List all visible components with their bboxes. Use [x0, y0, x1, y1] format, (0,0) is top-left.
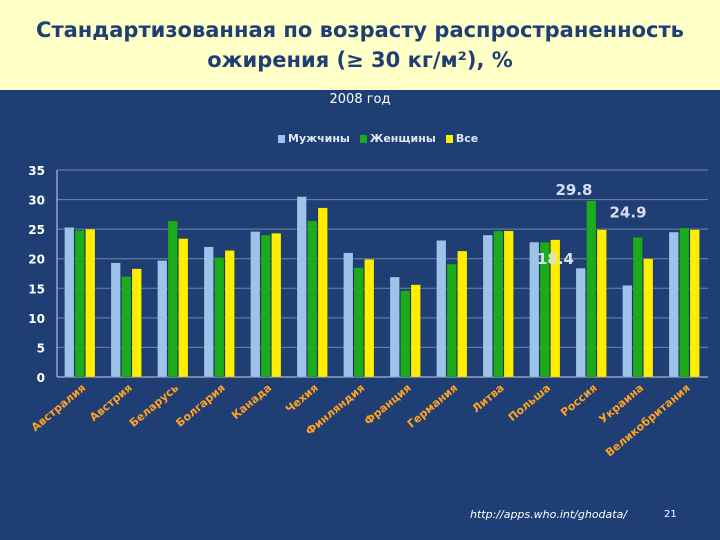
- annotation-women-russia: 29.8: [555, 181, 592, 199]
- x-tick-label: Канада: [229, 381, 274, 422]
- bar-all: [271, 233, 282, 378]
- bar-all: [85, 228, 96, 378]
- bar-women: [214, 257, 225, 378]
- legend-item-all: Все: [445, 132, 479, 145]
- title-banner: Стандартизованная по возрасту распростра…: [0, 0, 720, 90]
- legend-label-men: Мужчины: [288, 132, 350, 145]
- bar-all: [317, 207, 328, 378]
- x-tick-label: Австрия: [87, 381, 134, 424]
- source-link[interactable]: http://apps.who.int/ghodata/: [470, 508, 628, 521]
- bar-all: [689, 229, 700, 378]
- bar-all: [550, 239, 561, 378]
- bar-all: [224, 250, 235, 378]
- bar-all: [410, 284, 421, 378]
- y-tick-label: 5: [37, 341, 45, 355]
- y-tick-label: 0: [37, 371, 45, 385]
- bar-men: [668, 231, 679, 378]
- legend-item-men: Мужчины: [278, 132, 350, 145]
- bar-women: [400, 290, 411, 378]
- bar-men: [436, 240, 447, 378]
- y-tick-label: 35: [28, 164, 45, 178]
- x-tick-label: Беларусь: [127, 381, 181, 429]
- x-tick-label: Австралия: [29, 381, 88, 434]
- bar-men: [529, 241, 540, 378]
- y-tick-label: 30: [28, 194, 45, 208]
- bar-women: [307, 220, 318, 378]
- y-tick-label: 25: [28, 223, 45, 237]
- bar-women: [353, 267, 364, 378]
- x-tick-label: Германия: [405, 381, 460, 430]
- x-tick-label: Литва: [470, 381, 507, 415]
- bar-women: [539, 241, 550, 378]
- legend-swatch-women: [359, 134, 367, 143]
- y-tick-label: 10: [28, 312, 45, 326]
- chart-legend: Мужчины Женщины Все: [278, 132, 478, 145]
- legend-item-women: Женщины: [359, 132, 436, 145]
- bar-women: [260, 234, 271, 378]
- legend-swatch-men: [278, 134, 285, 143]
- bar-men: [575, 267, 586, 378]
- y-tick-label: 20: [28, 253, 45, 267]
- annotation-all-russia: 24.9: [610, 204, 647, 222]
- bar-women: [167, 220, 178, 378]
- x-tick-label: Великобритания: [603, 381, 693, 459]
- bar-all: [643, 258, 654, 378]
- legend-label-women: Женщины: [369, 132, 436, 145]
- chart-subtitle: 2008 год: [329, 92, 391, 107]
- bar-men: [296, 196, 307, 378]
- legend-label-all: Все: [455, 132, 479, 145]
- bar-women: [446, 263, 457, 378]
- x-tick-label: Россия: [558, 381, 600, 419]
- bar-all: [457, 250, 468, 378]
- legend-swatch-all: [445, 134, 453, 143]
- bar-all: [364, 259, 375, 378]
- bar-all: [596, 229, 607, 378]
- bar-women: [74, 230, 85, 378]
- bar-all: [503, 230, 514, 378]
- bar-men: [389, 276, 400, 378]
- bar-men: [64, 227, 75, 378]
- bar-women: [493, 230, 504, 378]
- bar-men: [482, 234, 493, 378]
- bar-all: [131, 268, 142, 378]
- x-tick-label: Чехия: [283, 381, 321, 416]
- bar-women: [121, 276, 132, 378]
- page-title-line-2: ожирения (≥ 30 кг/м²), %: [207, 48, 513, 72]
- x-tick-label: Польша: [506, 381, 553, 424]
- bar-women: [632, 237, 643, 378]
- bar-men: [110, 262, 121, 378]
- bar-all: [178, 238, 189, 378]
- slide-number: 21: [664, 509, 677, 520]
- bar-men: [203, 246, 214, 378]
- page-title-line-1: Стандартизованная по возрасту распростра…: [36, 18, 684, 42]
- bar-women: [586, 200, 597, 378]
- annotation-men-russia: 18.4: [537, 250, 574, 268]
- bar-women: [679, 227, 690, 378]
- bar-men: [622, 285, 633, 378]
- bar-men: [343, 252, 354, 378]
- bar-men: [157, 260, 168, 378]
- bar-men: [250, 231, 261, 378]
- y-tick-label: 15: [28, 282, 45, 296]
- x-tick-label: Болгария: [174, 381, 228, 429]
